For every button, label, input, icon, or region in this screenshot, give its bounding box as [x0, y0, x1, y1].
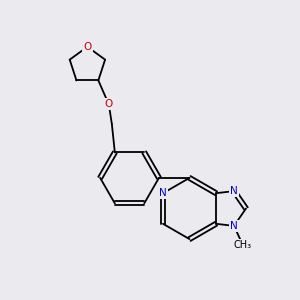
- Text: CH₃: CH₃: [234, 240, 252, 250]
- Text: N: N: [230, 186, 238, 196]
- Text: N: N: [230, 221, 238, 231]
- Text: O: O: [83, 42, 92, 52]
- Text: N: N: [159, 188, 167, 198]
- Text: O: O: [105, 99, 113, 110]
